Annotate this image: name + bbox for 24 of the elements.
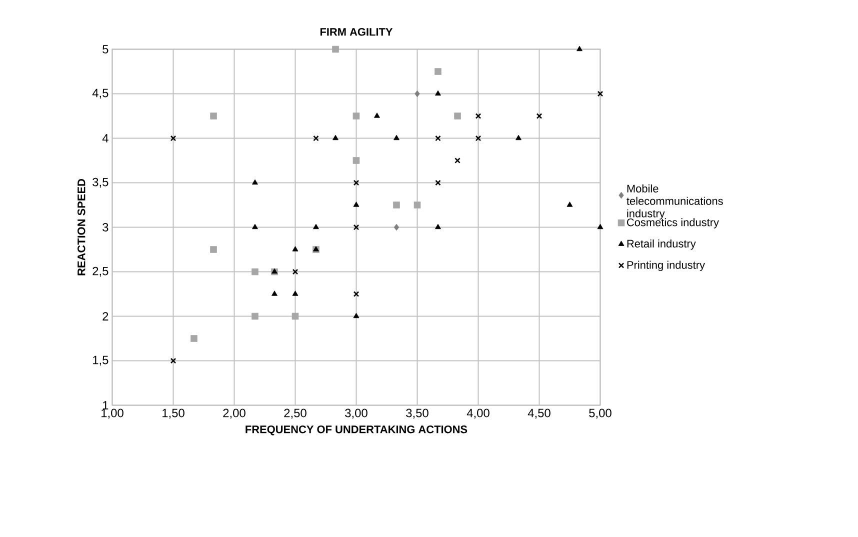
x-tick-label: 4,00: [466, 408, 490, 419]
x-tick-label: 5,00: [589, 408, 612, 419]
y-tick-label: 4,5: [92, 88, 108, 99]
y-tick-label: 1,5: [93, 356, 108, 366]
y-tick-label: 4: [102, 134, 108, 142]
x-tick-label: 1,50: [162, 408, 184, 419]
x-tick-label: 2,50: [284, 408, 306, 419]
x-tick-label: 2,00: [223, 408, 246, 419]
x-tick-label: 3,50: [406, 408, 428, 419]
y-tick-label: 2,5: [92, 266, 108, 277]
x-tick-label: 3,00: [345, 408, 368, 419]
legend-label: Cosmetics industry: [627, 218, 719, 228]
x-axis-title: FREQUENCY OF UNDERTAKING ACTIONS: [246, 426, 468, 436]
y-tick-label: 3: [102, 223, 108, 232]
x-tick-label: 4,50: [528, 408, 550, 419]
chart-title: FIRM AGILITY: [320, 28, 393, 36]
y-tick-label: 5: [102, 45, 108, 54]
y-tick-label: 1: [102, 401, 108, 410]
legend-label: Retail industry: [627, 239, 696, 250]
y-tick-label: 3,5: [92, 178, 108, 188]
y-tick-label: 2: [102, 312, 108, 320]
legend-label: Printing industry: [627, 260, 705, 272]
y-axis-title: REACTION SPEED: [78, 179, 86, 276]
x-tick-label: 1,00: [102, 408, 124, 419]
